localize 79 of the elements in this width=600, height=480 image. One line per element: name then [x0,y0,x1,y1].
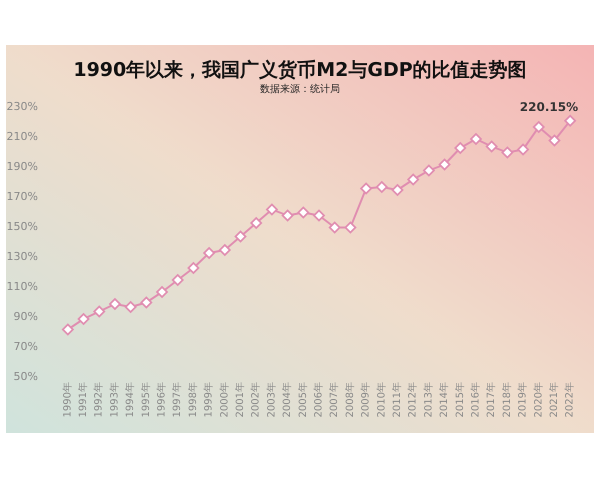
x-tick-label: 1994年 [124,382,136,418]
point [532,121,545,133]
y-tick-label: 150% [6,220,38,233]
point [454,142,466,154]
point [124,301,137,313]
point [548,134,560,146]
point [234,230,246,242]
x-tick-label: 1991年 [77,382,90,418]
point [344,222,356,234]
point [360,182,372,194]
x-tick-label: 2020年 [532,382,544,418]
x-tick-label: 2013年 [422,382,434,418]
point [486,140,498,152]
x-tick-label: 2007年 [328,382,340,418]
point [313,210,325,222]
point [328,222,341,234]
point [470,133,482,145]
x-tick-label: 2004年 [281,382,294,418]
point [203,247,216,259]
x-tick-label: 1995年 [140,382,152,418]
x-tick-label: 1992年 [92,382,105,418]
x-tick-label: 2017年 [485,382,498,418]
x-tick-label: 2012年 [406,382,419,418]
x-tick-label: 1993年 [108,382,120,418]
x-tick-label: 2014年 [438,382,450,418]
y-tick-label: 130% [6,250,38,263]
chart-title: 1990年以来，我国广义货币M2与GDP的比值走势图 [73,59,527,81]
x-tick-label: 2006年 [312,382,324,418]
point [188,262,200,274]
point [266,204,278,216]
x-tick-label: 2005年 [296,382,309,418]
x-tick-label: 1999年 [202,382,215,418]
point [93,306,106,318]
x-tick-label: 2008年 [344,382,356,418]
x-tick-label: 1996年 [156,382,168,418]
y-tick-label: 210% [6,130,38,143]
point [109,298,121,310]
point [376,181,388,193]
point [392,184,404,196]
y-tick-label: 110% [6,280,38,293]
point [282,210,294,222]
point [78,313,90,325]
x-tick-label: 1990年 [61,382,74,418]
point [250,217,262,229]
point [517,144,529,156]
point [172,274,184,286]
x-tick-label: 2000年 [218,382,230,418]
y-tick-label: 230% [6,100,38,113]
x-tick-label: 2016年 [469,382,482,418]
x-tick-label: 2018年 [500,382,513,418]
point [297,206,310,218]
x-tick-label: 2022年 [564,382,576,418]
point [62,324,74,336]
x-tick-label: 2009年 [360,382,372,418]
x-tick-label: 2015年 [454,382,466,418]
y-tick-label: 50% [14,370,38,383]
point [407,174,420,186]
point [564,114,576,127]
point [501,146,514,158]
point [218,244,231,256]
x-tick-label: 2011年 [390,382,403,418]
point [422,164,435,176]
point [156,286,168,298]
y-tick-label: 70% [14,340,38,353]
data-label: 220.15% [520,100,578,114]
x-tick-label: 2019年 [516,382,529,418]
y-tick-label: 90% [14,310,38,323]
x-tick-label: 1997年 [171,382,184,418]
x-tick-label: 2002年 [250,382,262,418]
x-tick-label: 2010年 [375,382,388,418]
x-tick-label: 2001年 [234,382,246,418]
point [140,296,152,308]
point [438,158,450,170]
y-tick-label: 170% [6,190,38,203]
chart-subtitle: 数据来源：统计局 [260,83,340,95]
y-tick-label: 190% [6,160,38,173]
x-tick-label: 2003年 [265,382,278,418]
x-tick-label: 1998年 [186,382,199,418]
x-tick-label: 2021年 [548,382,560,418]
